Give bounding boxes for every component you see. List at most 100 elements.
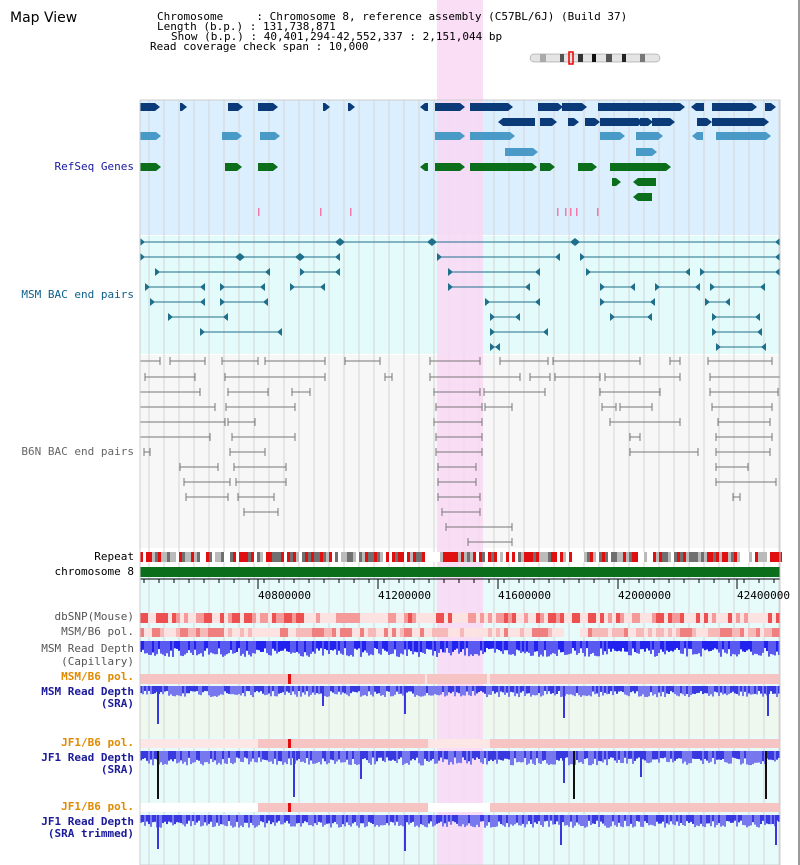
depth-bar [268, 751, 270, 762]
depth-bar [386, 686, 388, 692]
depth-bar [354, 815, 356, 823]
depth-bar [304, 815, 306, 822]
depth-bar [732, 751, 734, 758]
depth-bar [464, 815, 466, 828]
depth-bar [722, 641, 724, 650]
depth-bar [440, 751, 442, 758]
depth-bar [762, 751, 764, 762]
depth-bar [492, 751, 494, 762]
depth-bar [684, 686, 686, 696]
heat-mark [680, 613, 684, 623]
depth-bar [450, 641, 452, 656]
depth-bar [554, 641, 556, 654]
depth-bar [294, 686, 296, 695]
depth-bar [176, 641, 178, 649]
repeat-mark [776, 552, 779, 562]
depth-bar [436, 641, 438, 657]
repeat-mark [152, 552, 155, 562]
depth-bar [546, 641, 548, 657]
label-b6n-bac[interactable]: B6N BAC end pairs [21, 445, 134, 458]
depth-bar [552, 815, 554, 825]
depth-bar [270, 751, 272, 762]
depth-bar [472, 686, 474, 691]
depth-bar [694, 641, 696, 655]
heat-mark [648, 613, 652, 623]
depth-bar [764, 641, 766, 649]
depth-bar [768, 815, 770, 825]
label-refseq[interactable]: RefSeq Genes [54, 160, 134, 173]
depth-bar [490, 641, 492, 649]
depth-bar [252, 686, 254, 698]
heat-mark [560, 628, 564, 637]
depth-bar [294, 641, 296, 653]
depth-bar [246, 686, 248, 691]
depth-bar [592, 686, 594, 692]
depth-bar [550, 751, 552, 765]
depth-bar [222, 686, 224, 695]
depth-bar [576, 641, 578, 655]
repeat-mark [191, 552, 194, 562]
depth-bar [240, 686, 242, 696]
repeat-mark [635, 552, 638, 562]
repeat-mark [629, 552, 632, 562]
depth-bar [506, 751, 508, 759]
depth-bar [600, 751, 602, 762]
depth-bar [494, 815, 496, 827]
bac-end [155, 268, 160, 276]
label-msm-bac[interactable]: MSM BAC end pairs [21, 288, 134, 301]
depth-bar [494, 641, 496, 653]
depth-bar [154, 641, 156, 656]
heat-mark [632, 613, 636, 623]
header-show: Show (b.p.) : 40,401,294-42,552,337 : 2,… [171, 30, 503, 43]
depth-bar [672, 751, 674, 763]
depth-bar [250, 641, 252, 657]
depth-bar [490, 815, 492, 828]
heat-mark [668, 628, 672, 637]
depth-bar [514, 751, 516, 759]
depth-bar [622, 751, 624, 764]
depth-bar [614, 751, 616, 761]
gene-block [712, 103, 752, 111]
heat-mark [256, 613, 260, 623]
bac-end [685, 268, 690, 276]
depth-bar [234, 641, 236, 654]
heat-mark [512, 628, 516, 637]
repeat-mark [476, 552, 479, 562]
heat-mark [612, 628, 616, 637]
depth-bar [292, 686, 294, 692]
gene-arrow [633, 193, 638, 201]
depth-bar [646, 815, 648, 823]
depth-bar [470, 641, 472, 655]
depth-bar [228, 751, 230, 758]
depth-bar [668, 751, 670, 763]
depth-bar [450, 815, 452, 825]
heat-mark [228, 628, 232, 637]
heat-mark [312, 613, 316, 623]
bac-end [655, 283, 660, 291]
depth-bar [544, 686, 546, 691]
depth-bar [328, 815, 330, 824]
depth-bar [762, 686, 764, 697]
heat-mark [424, 628, 428, 637]
depth-bar [140, 815, 142, 823]
depth-bar [608, 686, 610, 694]
depth-bar [386, 641, 388, 652]
depth-bar [346, 641, 348, 656]
gene-arrow [508, 103, 513, 111]
repeat-mark [764, 552, 767, 562]
depth-bar [490, 686, 492, 695]
repeat-mark [257, 552, 260, 562]
depth-bar [244, 641, 246, 657]
depth-bar [330, 641, 332, 650]
depth-bar [700, 815, 702, 824]
depth-bar [704, 641, 706, 651]
depth-bar [302, 641, 304, 657]
depth-bar [172, 641, 174, 657]
depth-bar [418, 815, 420, 828]
depth-bar [182, 641, 184, 657]
repeat-mark [605, 552, 608, 562]
depth-bar [300, 641, 302, 657]
depth-bar [568, 751, 570, 766]
depth-bar [238, 815, 240, 828]
